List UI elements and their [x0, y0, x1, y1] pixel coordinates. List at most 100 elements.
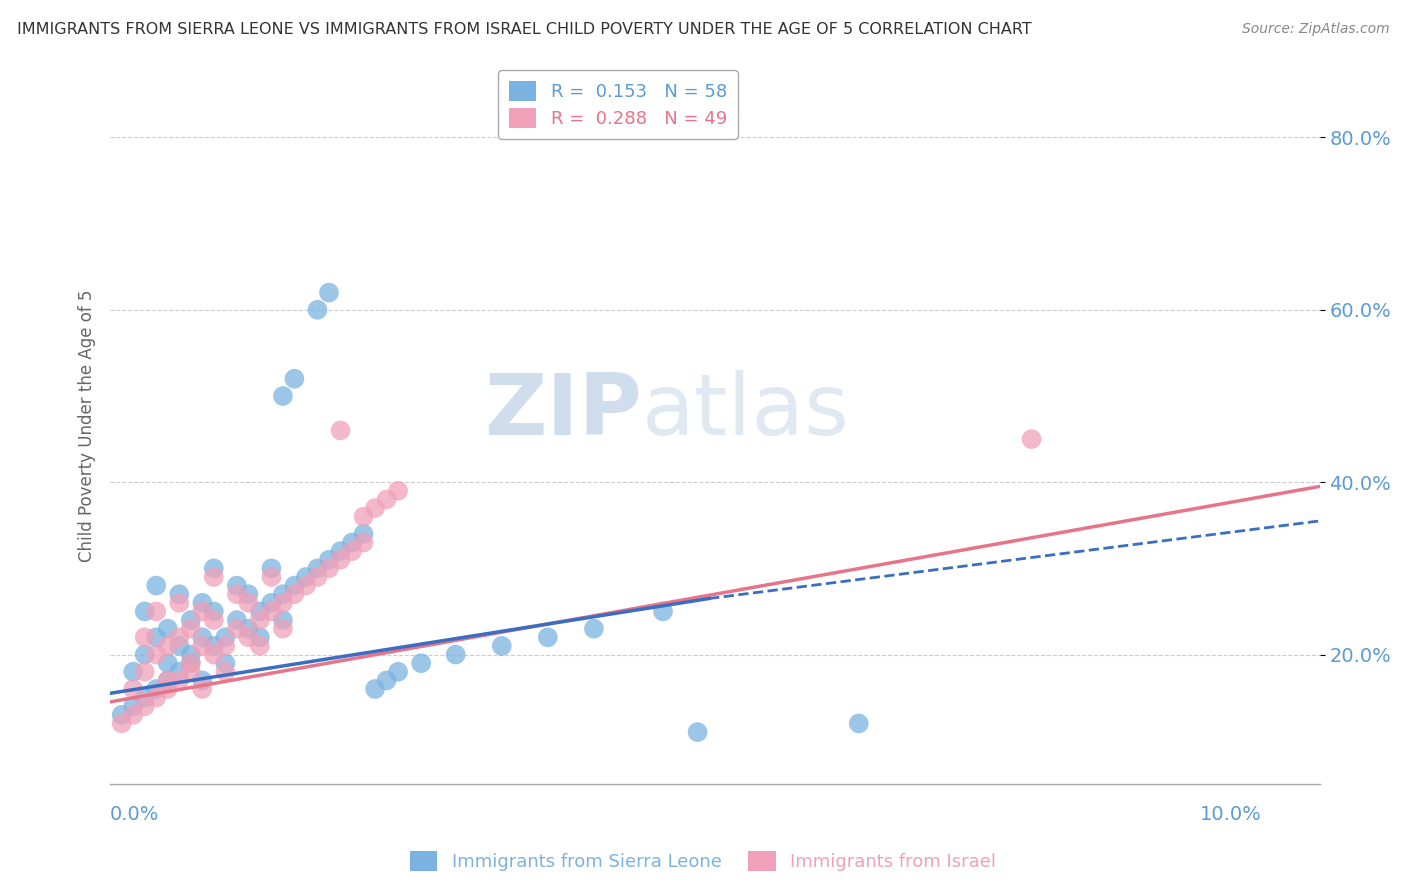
Point	[353, 535, 375, 549]
Point	[134, 604, 156, 618]
Point	[329, 553, 352, 567]
Point	[145, 630, 167, 644]
Point	[318, 285, 340, 300]
Point	[122, 699, 145, 714]
Point	[249, 630, 271, 644]
Point	[686, 725, 709, 739]
Text: Source: ZipAtlas.com: Source: ZipAtlas.com	[1241, 22, 1389, 37]
Point	[134, 699, 156, 714]
Point	[169, 673, 191, 688]
Point	[238, 630, 260, 644]
Point	[238, 622, 260, 636]
Point	[387, 483, 409, 498]
Point	[180, 665, 202, 679]
Point	[191, 673, 214, 688]
Point	[202, 613, 225, 627]
Point	[271, 596, 294, 610]
Point	[340, 544, 363, 558]
Point	[134, 630, 156, 644]
Point	[329, 424, 352, 438]
Point	[249, 639, 271, 653]
Point	[180, 656, 202, 670]
Point	[180, 622, 202, 636]
Legend: R =  0.153   N = 58, R =  0.288   N = 49: R = 0.153 N = 58, R = 0.288 N = 49	[498, 70, 738, 139]
Point	[134, 665, 156, 679]
Point	[387, 665, 409, 679]
Point	[225, 578, 247, 592]
Point	[191, 630, 214, 644]
Point	[848, 716, 870, 731]
Point	[318, 553, 340, 567]
Point	[202, 604, 225, 618]
Point	[375, 673, 398, 688]
Point	[307, 302, 329, 317]
Point	[191, 639, 214, 653]
Point	[202, 561, 225, 575]
Point	[111, 707, 134, 722]
Point	[156, 673, 179, 688]
Point	[225, 587, 247, 601]
Point	[156, 639, 179, 653]
Point	[156, 656, 179, 670]
Text: 10.0%: 10.0%	[1201, 805, 1263, 824]
Point	[537, 630, 560, 644]
Point	[652, 604, 675, 618]
Text: 0.0%: 0.0%	[110, 805, 159, 824]
Legend: Immigrants from Sierra Leone, Immigrants from Israel: Immigrants from Sierra Leone, Immigrants…	[402, 844, 1004, 879]
Point	[225, 613, 247, 627]
Point	[122, 681, 145, 696]
Point	[375, 492, 398, 507]
Text: atlas: atlas	[643, 370, 851, 453]
Point	[260, 561, 283, 575]
Point	[202, 648, 225, 662]
Point	[582, 622, 605, 636]
Point	[260, 604, 283, 618]
Point	[444, 648, 467, 662]
Text: IMMIGRANTS FROM SIERRA LEONE VS IMMIGRANTS FROM ISRAEL CHILD POVERTY UNDER THE A: IMMIGRANTS FROM SIERRA LEONE VS IMMIGRAN…	[17, 22, 1032, 37]
Point	[249, 604, 271, 618]
Point	[271, 389, 294, 403]
Point	[238, 587, 260, 601]
Point	[340, 535, 363, 549]
Point	[145, 604, 167, 618]
Point	[122, 707, 145, 722]
Point	[134, 648, 156, 662]
Point	[169, 639, 191, 653]
Point	[111, 716, 134, 731]
Point	[307, 561, 329, 575]
Point	[169, 665, 191, 679]
Point	[145, 648, 167, 662]
Point	[260, 596, 283, 610]
Point	[238, 596, 260, 610]
Point	[307, 570, 329, 584]
Point	[353, 509, 375, 524]
Point	[364, 681, 387, 696]
Point	[134, 690, 156, 705]
Point	[156, 681, 179, 696]
Point	[249, 613, 271, 627]
Point	[411, 656, 433, 670]
Point	[225, 622, 247, 636]
Point	[202, 570, 225, 584]
Point	[145, 690, 167, 705]
Point	[145, 578, 167, 592]
Point	[156, 673, 179, 688]
Point	[122, 665, 145, 679]
Point	[295, 570, 318, 584]
Point	[180, 613, 202, 627]
Point	[191, 596, 214, 610]
Point	[191, 681, 214, 696]
Point	[353, 527, 375, 541]
Point	[156, 622, 179, 636]
Point	[271, 613, 294, 627]
Point	[214, 665, 236, 679]
Text: ZIP: ZIP	[485, 370, 643, 453]
Point	[271, 622, 294, 636]
Point	[283, 578, 305, 592]
Point	[145, 681, 167, 696]
Point	[295, 578, 318, 592]
Point	[1021, 432, 1043, 446]
Point	[364, 501, 387, 516]
Point	[169, 596, 191, 610]
Point	[260, 570, 283, 584]
